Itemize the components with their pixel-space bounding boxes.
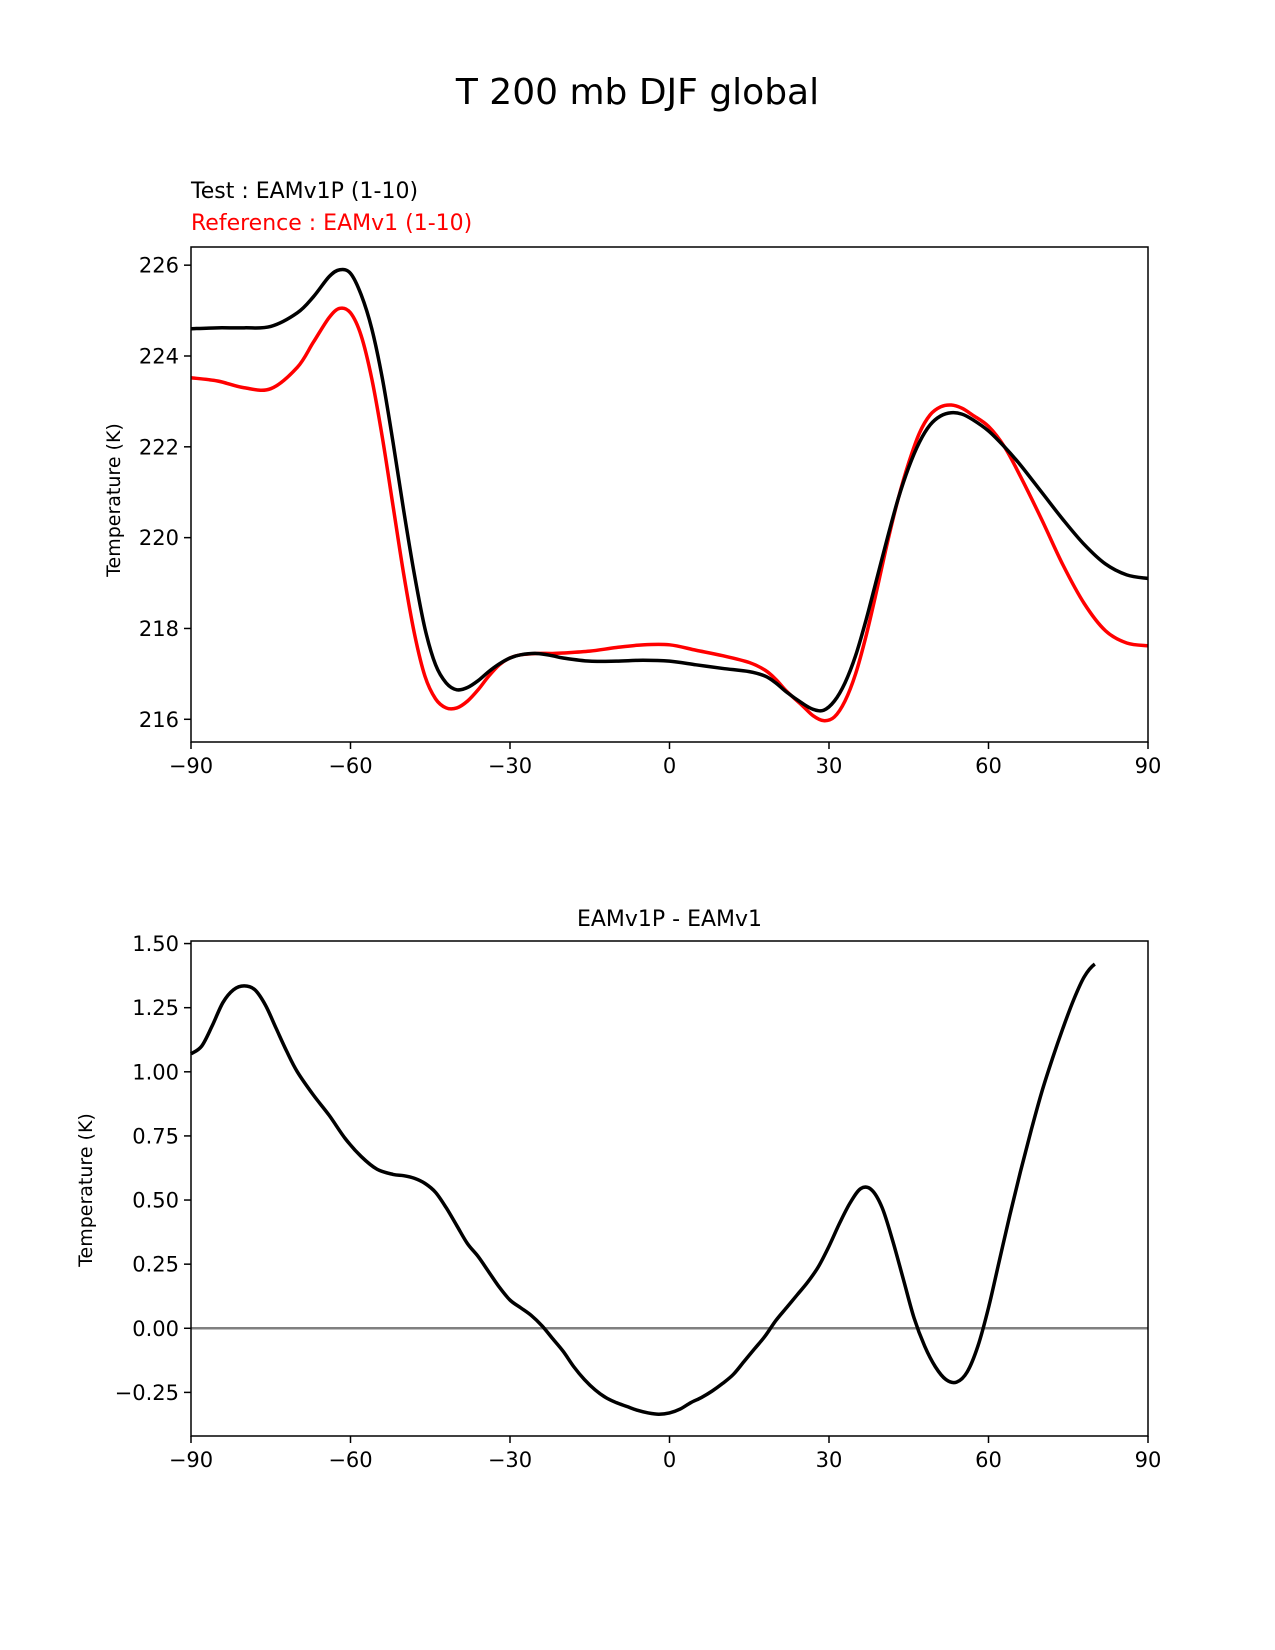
top-y-tick-label: 220	[139, 526, 179, 550]
top-x-tick-label: 60	[975, 754, 1002, 778]
bottom-x-tick-label: −30	[488, 1448, 532, 1472]
reference-series-line	[190, 306, 1149, 723]
top-y-tick-label: 224	[139, 344, 179, 368]
top-x-tick-label: 30	[816, 754, 843, 778]
top-y-tick-label: 218	[139, 617, 179, 641]
bottom-y-tick-label: 0.00	[132, 1317, 179, 1341]
bottom-y-tick-label: 1.50	[132, 932, 179, 956]
bottom-x-tick-label: 30	[816, 1448, 843, 1472]
bottom-x-tick-label: −90	[169, 1448, 213, 1472]
top-y-tick-label: 216	[139, 708, 179, 732]
bottom-chart: EAMv1P - EAMv1 Temperature (K) −90 −60 −30…	[75, 907, 1161, 1472]
bottom-x-tick-label: 0	[663, 1448, 676, 1472]
top-series	[190, 267, 1149, 723]
bottom-x-tick-label: 60	[975, 1448, 1002, 1472]
top-y-tick-label: 222	[139, 435, 179, 459]
top-plot-frame	[190, 246, 1149, 743]
top-x-tick-label: 0	[663, 754, 676, 778]
top-axis-ticks: −90 −60 −30 0 30 60 90 216 218 220 222 224 226	[139, 254, 1161, 778]
difference-series-line	[189, 962, 1096, 1416]
bottom-chart-title: EAMv1P - EAMv1	[577, 907, 762, 932]
bottom-plot-frame	[190, 940, 1149, 1437]
top-y-axis-label: Temperature (K)	[103, 423, 125, 578]
bottom-y-tick-label: 0.25	[132, 1253, 179, 1277]
bottom-series	[189, 962, 1148, 1416]
top-chart: Test : EAMv1P (1-10) Reference : EAMv1 (…	[103, 179, 1161, 778]
bottom-y-tick-label: −0.25	[115, 1381, 179, 1405]
reference-label: Reference : EAMv1 (1-10)	[191, 211, 472, 236]
bottom-y-tick-label: 0.75	[132, 1124, 179, 1148]
bottom-x-tick-label: 90	[1135, 1448, 1162, 1472]
test-series-line	[190, 267, 1149, 713]
bottom-y-tick-label: 1.25	[132, 996, 179, 1020]
top-x-tick-label: −90	[169, 754, 213, 778]
bottom-x-tick-label: −60	[328, 1448, 372, 1472]
bottom-y-axis-label: Temperature (K)	[75, 1113, 97, 1268]
top-x-tick-label: 90	[1135, 754, 1162, 778]
bottom-y-tick-label: 1.00	[132, 1060, 179, 1084]
figure-title: T 200 mb DJF global	[455, 72, 820, 113]
bottom-y-tick-label: 0.50	[132, 1189, 179, 1213]
top-x-tick-label: −30	[488, 754, 532, 778]
test-label: Test : EAMv1P (1-10)	[190, 179, 418, 204]
top-y-tick-label: 226	[139, 254, 179, 278]
bottom-axis-ticks: −90 −60 −30 0 30 60 90 −0.25 0.00 0.25 0.50 0.75 1.0…	[115, 932, 1162, 1472]
top-x-tick-label: −60	[328, 754, 372, 778]
